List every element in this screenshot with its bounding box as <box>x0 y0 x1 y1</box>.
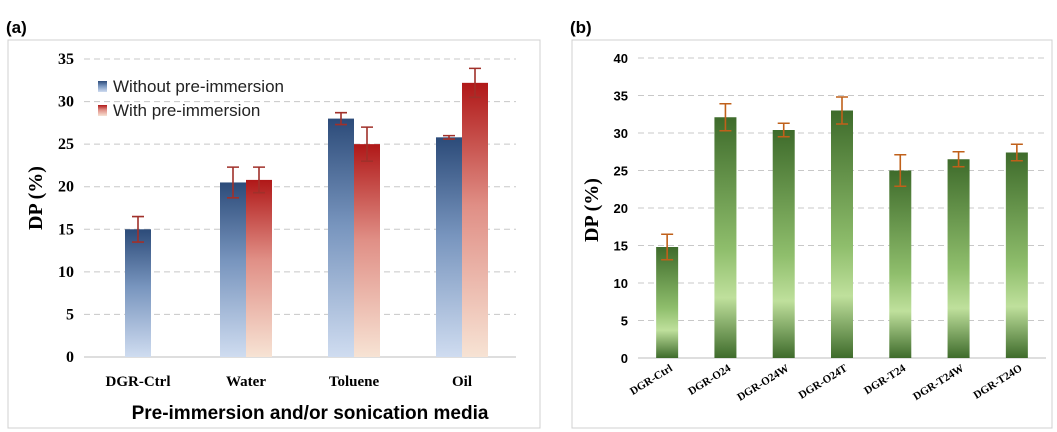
panel-a-category-label: Toluene <box>329 374 380 390</box>
panel-a-legend-label: Without pre-immersion <box>113 77 284 96</box>
panel-b-y-tick-label: 25 <box>614 164 628 179</box>
panel-b-error-bar <box>719 102 732 132</box>
panel-a-error-bar <box>469 67 481 99</box>
panel-b-bar <box>772 130 795 358</box>
panel-a-y-tick-label: 0 <box>66 349 74 366</box>
panel-a-y-tick-label: 35 <box>58 51 74 68</box>
panel-a-label: (a) <box>6 18 27 37</box>
panel-b-y-tick-label: 20 <box>614 201 628 216</box>
panel-a-error-bar <box>253 166 265 194</box>
panel-a-bar <box>246 179 272 357</box>
panel-b-error-bar <box>894 153 907 188</box>
panel-b-error-bar <box>836 96 848 125</box>
panel-b-bar <box>947 159 970 358</box>
panel-a-category-label: Oil <box>452 374 472 390</box>
panel-b-frame <box>571 39 1053 429</box>
panel-a-chart: (a) 0 5 10 15 20 25 30 35 DGR-Ctrl Water Toluene O… <box>6 18 541 429</box>
panel-b-category-label: DGR-O24 <box>686 362 733 398</box>
panel-b-error-bar <box>661 233 674 261</box>
panel-a-bar <box>354 144 380 357</box>
panel-a-category-label: DGR-Ctrl <box>106 374 171 390</box>
panel-b-error-bar <box>777 122 790 138</box>
panel-b-category-label: DGR-O24T <box>797 362 851 402</box>
panel-b-y-tick-label: 30 <box>614 126 628 141</box>
panel-a-x-axis-title: Pre-immersion and/or sonication media <box>132 403 489 424</box>
panel-a-error-bar <box>361 126 373 162</box>
panel-b-category-label: DGR-T24W <box>911 362 966 403</box>
panel-b-bar <box>714 117 737 358</box>
panel-a-bar <box>462 82 488 357</box>
panel-a-bar <box>328 118 354 357</box>
panel-b-bar <box>889 170 912 358</box>
panel-b-y-tick-label: 40 <box>614 51 628 66</box>
panel-a-legend-swatch <box>98 81 107 92</box>
panel-b-category-label: DGR-T24O <box>971 362 1024 402</box>
panel-a-y-tick-label: 30 <box>58 94 74 111</box>
panel-a-legend-label: With pre-immersion <box>113 101 260 120</box>
panel-b-category-label: DGR-O24W <box>735 362 791 403</box>
panel-b-error-bar <box>1010 143 1023 162</box>
panel-a-bar <box>436 137 462 357</box>
panel-a-y-tick-label: 25 <box>58 136 74 153</box>
panel-a-frame <box>7 39 541 429</box>
panel-b-y-tick-label: 35 <box>614 89 628 104</box>
panel-b-y-tick-label: 5 <box>621 314 628 329</box>
panel-a-error-bar <box>443 134 455 140</box>
panel-a-error-bar <box>335 111 347 126</box>
panel-b-bar <box>656 247 679 358</box>
panel-a-y-tick-label: 10 <box>58 264 74 281</box>
panel-a-error-bar <box>132 215 144 243</box>
panel-b-bar <box>1005 152 1028 358</box>
panel-a-bar <box>125 229 151 357</box>
panel-b-y-tick-label: 0 <box>621 351 628 366</box>
panel-b-y-axis-title: DP (%) <box>581 178 603 242</box>
panel-a-y-tick-label: 20 <box>58 179 74 196</box>
panel-a-y-tick-label: 15 <box>58 221 74 238</box>
panel-b-category-label: DGR-T24 <box>862 362 908 397</box>
panel-b-y-tick-label: 10 <box>614 276 628 291</box>
panel-a-legend-swatch <box>98 105 107 116</box>
panel-b-error-bar <box>952 150 965 168</box>
panel-b-label: (b) <box>570 18 592 37</box>
panel-b-category-label: DGR-Ctrl <box>628 362 675 397</box>
panel-a-error-bar <box>227 166 239 199</box>
panel-a-y-axis-title: DP (%) <box>25 166 47 230</box>
panel-a-legend: Without pre-immersion With pre-immersion <box>98 77 284 120</box>
panel-a-category-label: Water <box>226 374 266 390</box>
panel-b-y-tick-label: 15 <box>614 239 628 254</box>
panel-a-bar <box>220 182 246 357</box>
panel-b-bar <box>831 110 853 358</box>
panel-a-y-tick-label: 5 <box>66 306 74 323</box>
